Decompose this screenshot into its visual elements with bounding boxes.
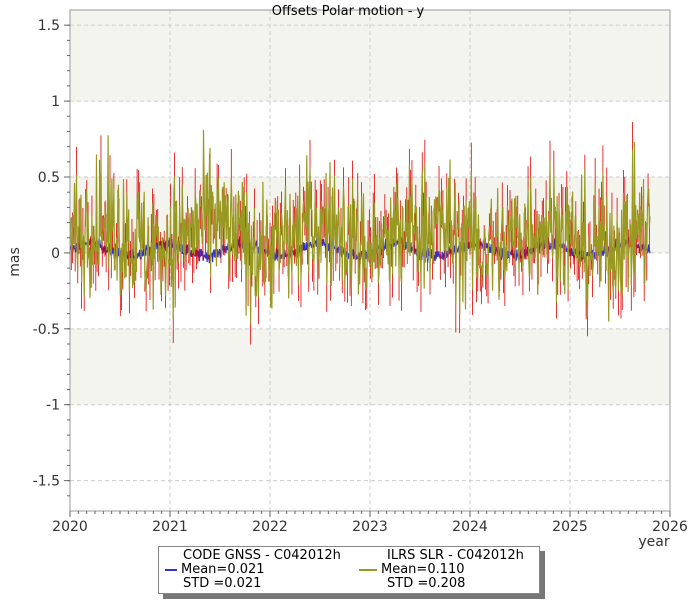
series-slr-line (69, 129, 651, 324)
x-tick-label-5: 2025 (552, 519, 588, 535)
y-tick-label-0: 1.5 (38, 18, 60, 34)
legend-name-gnss: CODE GNSS - C042012h (183, 548, 341, 563)
legend-mean-gnss: Mean=0.021 (181, 562, 265, 577)
legend-entry-gnss: CODE GNSS - C042012h Mean=0.021 STD =0.0… (165, 548, 341, 591)
y-axis-label: mas (7, 247, 23, 277)
x-tick-label-4: 2024 (452, 519, 488, 535)
x-tick-label-1: 2021 (152, 519, 188, 535)
legend-entry-slr: ILRS SLR - C042012h Mean=0.110 STD =0.20… (359, 548, 524, 591)
legend: CODE GNSS - C042012h Mean=0.021 STD =0.0… (158, 546, 540, 594)
x-axis-label: year (638, 534, 669, 550)
legend-mean-slr: Mean=0.110 (381, 562, 465, 577)
y-tick-label-4: -0.5 (33, 322, 60, 338)
legend-name-slr: ILRS SLR - C042012h (387, 548, 524, 563)
series-slr (69, 121, 651, 345)
y-tick-label-5: -1 (46, 398, 60, 414)
x-tick-label-2: 2022 (252, 519, 288, 535)
x-tick-label-0: 2020 (52, 519, 88, 535)
x-tick-label-3: 2023 (352, 519, 388, 535)
y-tick-label-2: 0.5 (38, 170, 60, 186)
legend-swatch-gnss (165, 568, 177, 571)
y-tick-label-1: 1 (51, 94, 60, 110)
chart-title: Offsets Polar motion - y (272, 4, 425, 19)
legend-swatch-slr (359, 568, 377, 571)
legend-std-gnss: STD =0.021 (183, 576, 262, 591)
y-tick-label-3: 0 (51, 246, 60, 262)
legend-std-slr: STD =0.208 (387, 576, 466, 591)
x-tick-label-6: 2026 (652, 519, 688, 535)
y-tick-label-6: -1.5 (33, 474, 60, 490)
